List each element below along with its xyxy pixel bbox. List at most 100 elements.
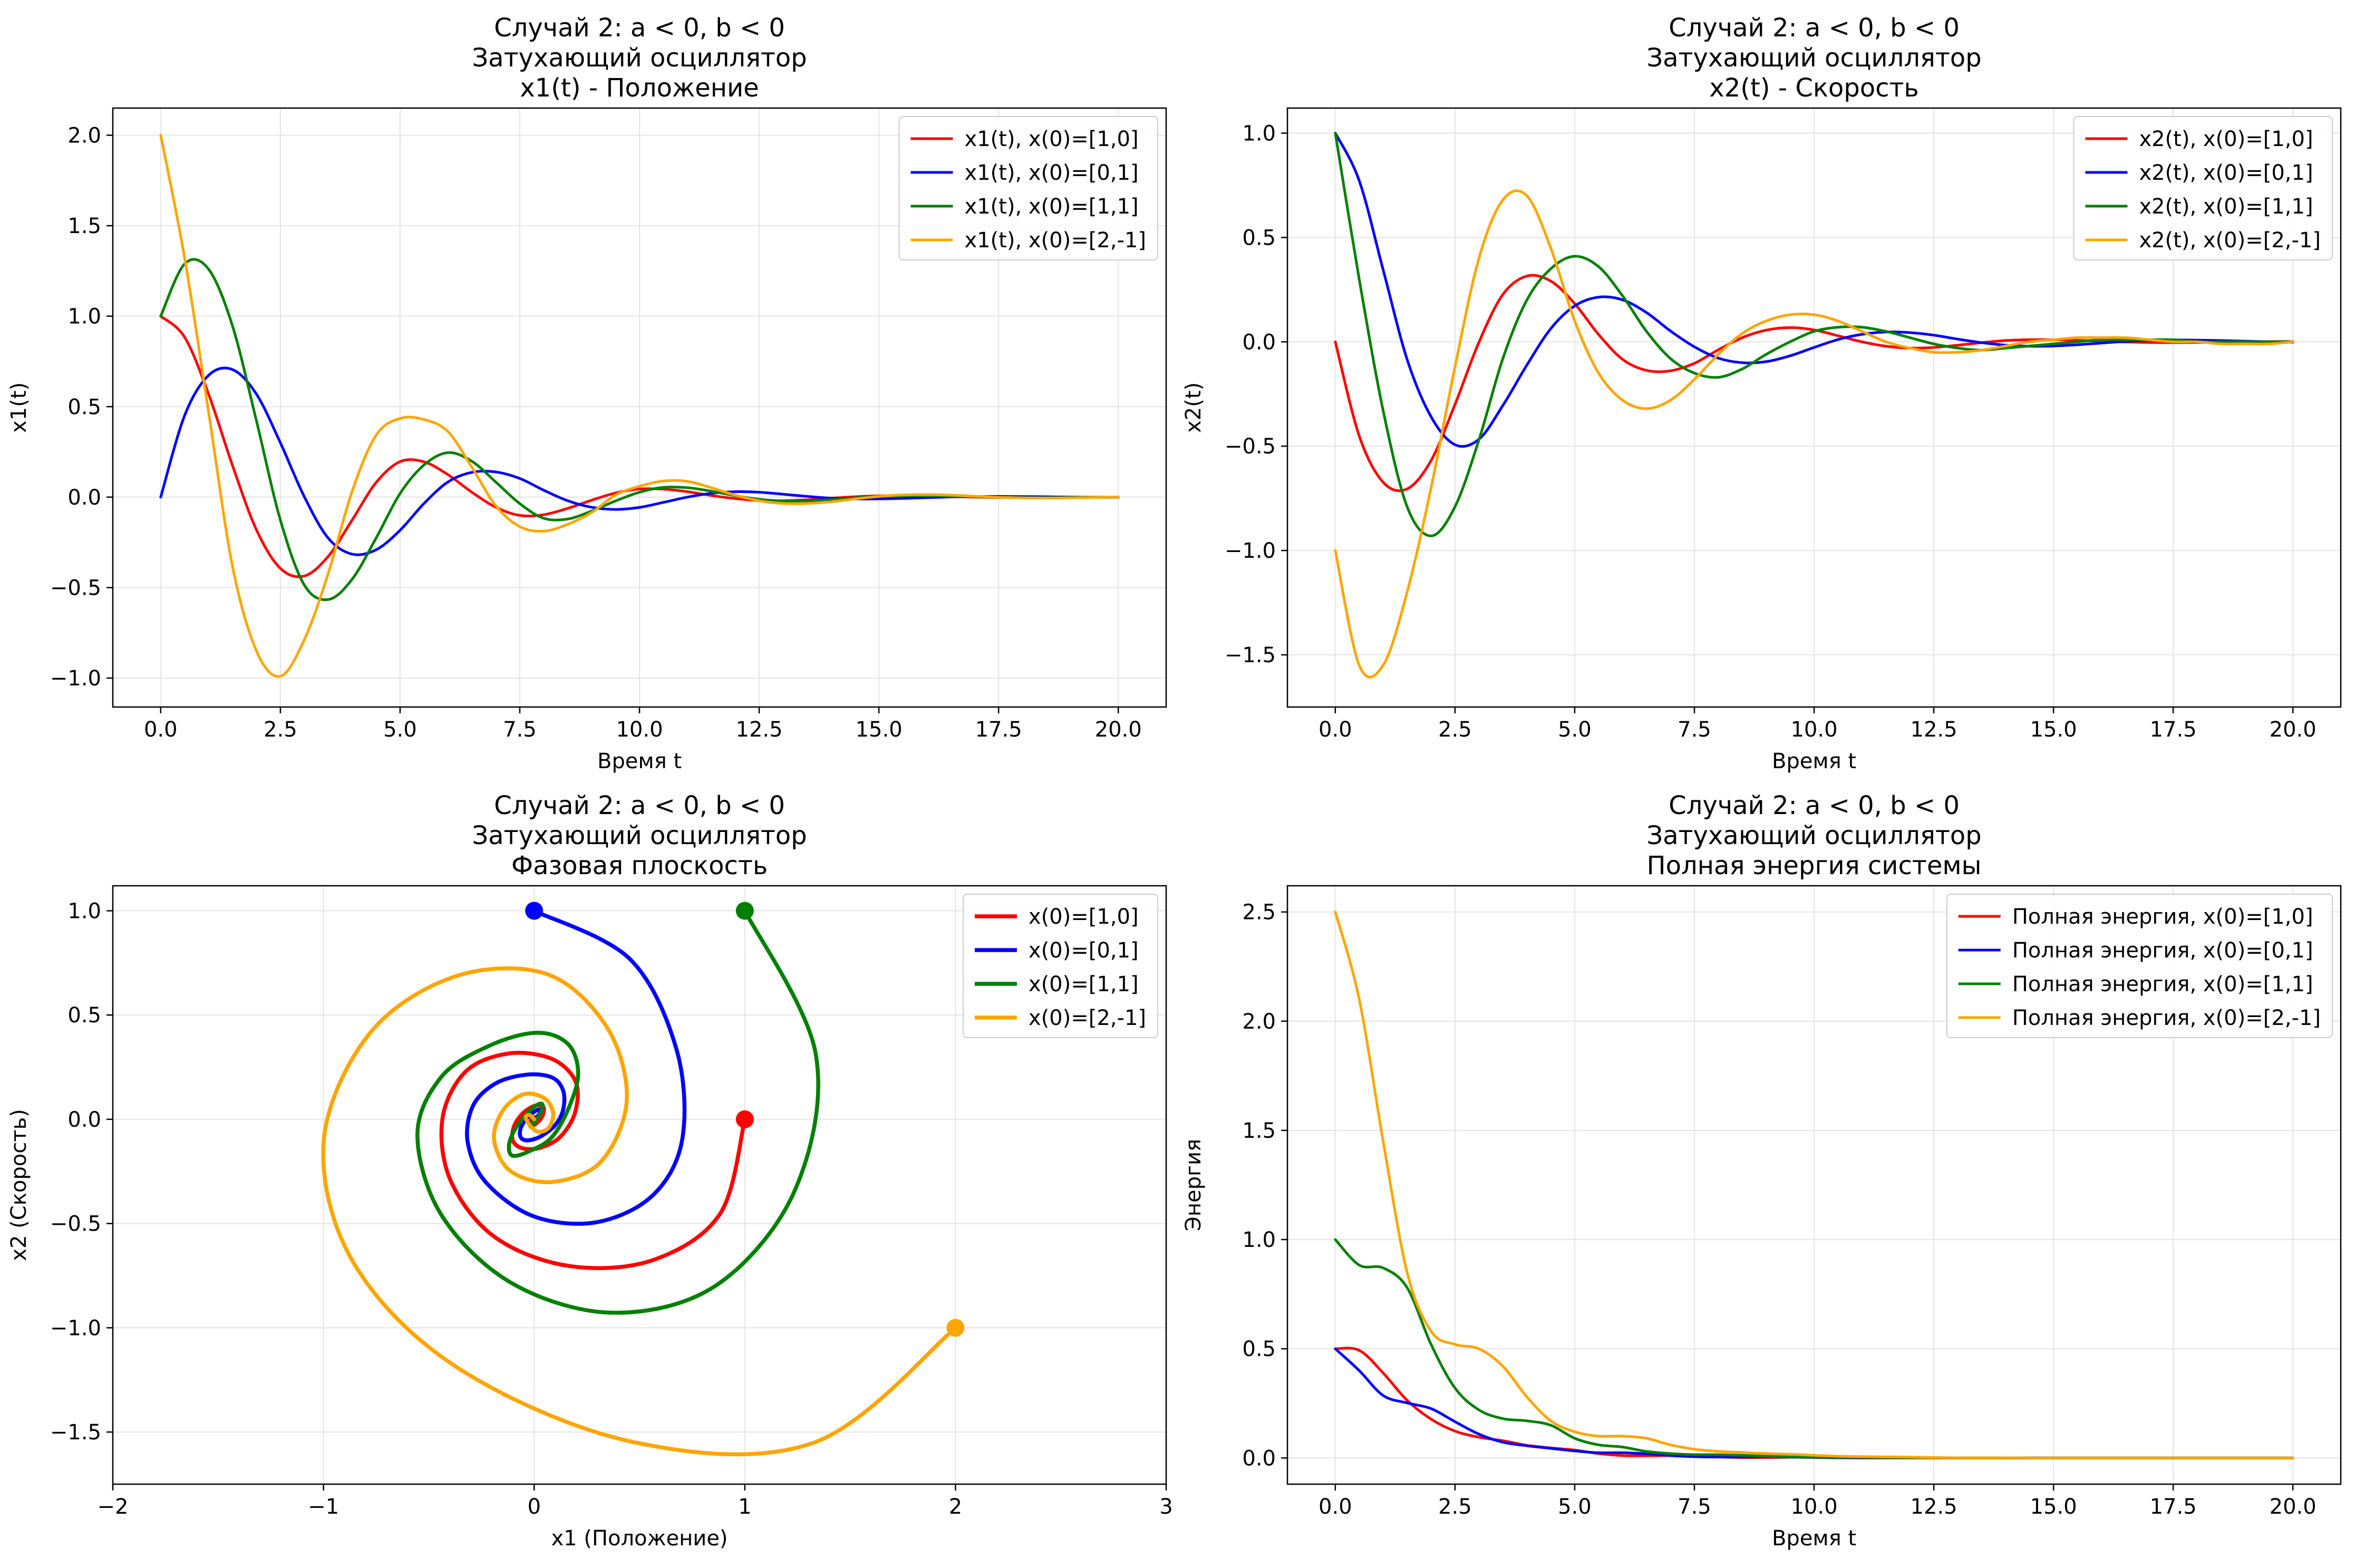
series-line-orange <box>159 134 1120 678</box>
legend-entry-label: x2(t), x(0)=[0,1] <box>2139 161 2313 185</box>
series-line-orange <box>1334 189 2294 679</box>
legend-box <box>2073 116 2333 260</box>
y-tick-label: 2.0 <box>67 123 101 148</box>
chart-title: Случай 2: a < 0, b < 0 <box>1669 791 1960 820</box>
legend-entry-label: Полная энергия, x(0)=[2,-1] <box>2012 1006 2321 1030</box>
y-tick-label: 1.5 <box>1242 1119 1276 1143</box>
x-tick-label: 10.0 <box>616 718 663 742</box>
x-axis-label: Время t <box>597 749 682 773</box>
legend-entry-label: x1(t), x(0)=[0,1] <box>964 161 1138 185</box>
x-axis-label: Время t <box>1772 749 1856 773</box>
y-axis-label: x1(t) <box>7 382 31 433</box>
y-tick-label: −0.5 <box>50 1212 101 1236</box>
x-tick-label: −1 <box>308 1495 339 1519</box>
chart-title: Случай 2: a < 0, b < 0 <box>1669 13 1960 43</box>
legend-entry-label: x(0)=[2,-1] <box>1029 1006 1146 1030</box>
legend-box <box>898 116 1158 260</box>
legend-entry-label: Полная энергия, x(0)=[1,0] <box>2012 905 2313 929</box>
x-tick-label: 0 <box>527 1495 540 1519</box>
chart-title: x1(t) - Положение <box>520 73 759 103</box>
legend-entry-label: x2(t), x(0)=[1,1] <box>2139 195 2313 219</box>
x-tick-label: 7.5 <box>1678 1495 1711 1519</box>
x-tick-label: 7.5 <box>503 718 537 742</box>
x-tick-label: 10.0 <box>1790 718 1837 742</box>
chart-title: Затухающий осциллятор <box>472 43 807 73</box>
legend-entry-label: x2(t), x(0)=[1,0] <box>2139 127 2313 151</box>
x-axis-label: Время t <box>1772 1526 1856 1551</box>
legend-entry-label: x(0)=[1,0] <box>1029 905 1139 929</box>
y-tick-label: −0.5 <box>1225 434 1276 459</box>
series-group <box>159 134 1120 678</box>
series-line-green <box>415 908 820 1315</box>
y-tick-label: 2.0 <box>1242 1010 1276 1034</box>
x-tick-label: 12.5 <box>736 718 783 742</box>
x-tick-label: 0.0 <box>1319 718 1352 742</box>
legend: x(0)=[1,0] x(0)=[0,1] x(0)=[1,1] x(0)=[2,-1… <box>962 894 1158 1038</box>
start-point-blue <box>525 902 544 920</box>
y-tick-label: 1.0 <box>67 899 101 923</box>
legend: Полная энергия, x(0)=[1,0] Полная энергия… <box>1946 894 2333 1038</box>
legend-entry-label: Полная энергия, x(0)=[0,1] <box>2012 938 2313 963</box>
x-tick-label: 12.5 <box>1911 718 1957 742</box>
legend-entry-label: x2(t), x(0)=[2,-1] <box>2139 228 2321 253</box>
chart-title: Затухающий осциллятор <box>1646 821 1981 850</box>
x-tick-label: 2 <box>949 1495 962 1519</box>
y-tick-label: −1.0 <box>1225 539 1276 563</box>
start-point-red <box>735 1110 754 1128</box>
y-axis-label: x2(t) <box>1181 382 1206 433</box>
legend: x1(t), x(0)=[1,0] x1(t), x(0)=[0,1] x1(t),… <box>898 116 1158 260</box>
legend-box <box>1946 894 2333 1038</box>
chart-panel-3: −2 −1 0 1 2 3 −1.5 −1.0 −0.5 0.0 0.5 1.0 x1 (Положен… <box>7 791 1173 1551</box>
legend-entry-label: x1(t), x(0)=[2,-1] <box>964 228 1146 253</box>
y-tick-label: 0.5 <box>1242 1337 1276 1361</box>
y-tick-label: 0.0 <box>67 486 101 510</box>
y-tick-label: 0.0 <box>67 1108 101 1132</box>
legend-entry-label: x1(t), x(0)=[1,0] <box>964 127 1138 151</box>
y-tick-label: −0.5 <box>50 576 101 600</box>
chart-title: Фазовая плоскость <box>511 851 768 880</box>
series-line-orange <box>321 966 958 1457</box>
chart-title: Затухающий осциллятор <box>472 821 807 850</box>
y-tick-label: −1.5 <box>1225 643 1276 667</box>
start-point-green <box>735 902 754 920</box>
x-tick-label: 0.0 <box>144 718 178 742</box>
x-tick-label: 5.0 <box>383 718 417 742</box>
y-tick-label: 1.0 <box>1242 121 1276 146</box>
x-tick-label: 1 <box>738 1495 751 1519</box>
y-tick-label: −1.5 <box>50 1420 101 1445</box>
y-tick-label: 0.0 <box>1242 330 1276 354</box>
y-tick-label: −1.0 <box>50 666 101 691</box>
chart-title: Полная энергия системы <box>1647 851 1982 880</box>
x-tick-label: −2 <box>98 1495 129 1519</box>
series-group <box>1334 132 2294 679</box>
legend-entry-label: Полная энергия, x(0)=[1,1] <box>2012 972 2313 996</box>
y-axis-label: x2 (Скорость) <box>7 1109 31 1261</box>
axes-frame <box>112 885 1167 1485</box>
x-tick-label: 7.5 <box>1678 718 1711 742</box>
start-point-orange <box>946 1319 965 1337</box>
x-tick-label: 3 <box>1159 1495 1172 1519</box>
legend-entry-label: x(0)=[1,1] <box>1029 972 1139 996</box>
chart-panel-1: 0.0 2.5 5.0 7.5 10.0 12.5 15.0 17.5 20.0 −1.0 −0.5… <box>7 13 1167 773</box>
x-tick-label: 12.5 <box>1911 1495 1957 1519</box>
x-tick-label: 15.0 <box>856 718 903 742</box>
y-tick-label: 0.5 <box>67 1003 101 1028</box>
x-tick-label: 2.5 <box>1438 1495 1472 1519</box>
chart-title: x2(t) - Скорость <box>1709 73 1918 103</box>
y-tick-label: 0.5 <box>67 395 101 419</box>
series-line-green <box>1334 132 2294 537</box>
y-tick-label: 2.5 <box>1242 901 1276 925</box>
legend-entry-label: x(0)=[0,1] <box>1029 938 1139 963</box>
chart-title: Случай 2: a < 0, b < 0 <box>494 13 785 43</box>
x-tick-label: 5.0 <box>1558 1495 1592 1519</box>
x-tick-label: 5.0 <box>1558 718 1592 742</box>
x-tick-label: 17.5 <box>975 718 1022 742</box>
chart-panel-2: 0.0 2.5 5.0 7.5 10.0 12.5 15.0 17.5 20.0 −1.5 −1.0… <box>1181 13 2342 773</box>
x-tick-label: 15.0 <box>2030 718 2077 742</box>
x-tick-label: 15.0 <box>2030 1495 2077 1519</box>
y-tick-label: 1.0 <box>1242 1228 1276 1252</box>
legend: x2(t), x(0)=[1,0] x2(t), x(0)=[0,1] x2(t),… <box>2073 116 2333 260</box>
y-tick-label: 1.5 <box>67 214 101 238</box>
